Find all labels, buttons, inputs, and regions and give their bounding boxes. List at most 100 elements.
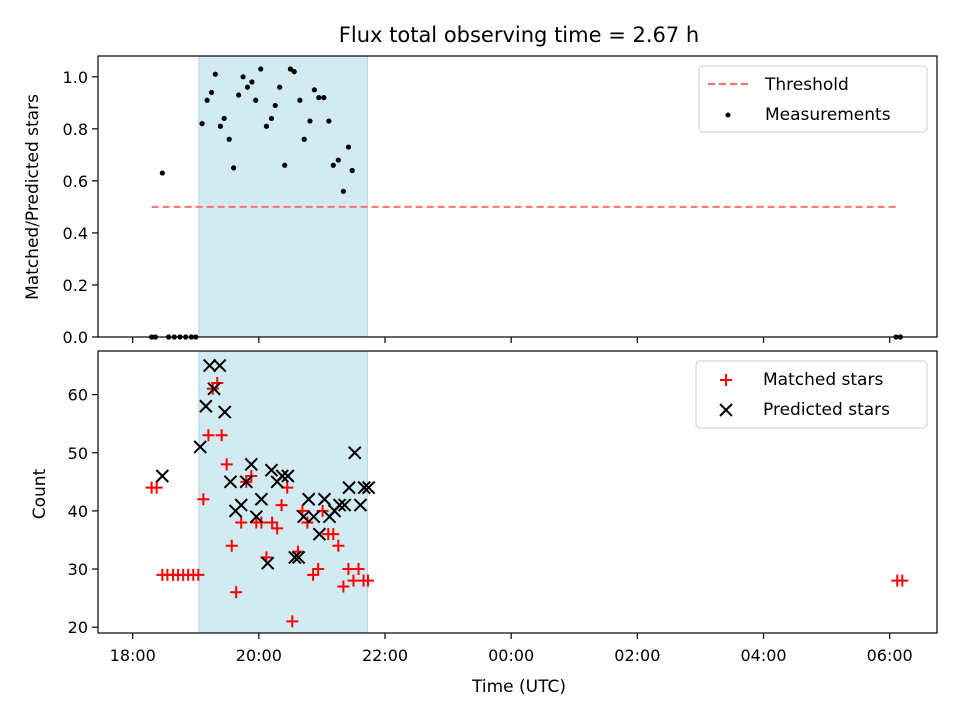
- matched-star-point: [342, 563, 355, 576]
- predicted-star-point: [307, 510, 321, 524]
- matched-star-point: [271, 522, 284, 535]
- predicted-star-point: [337, 498, 352, 512]
- predicted-star-point: [288, 550, 302, 565]
- top-y-tick-label: 0.6: [63, 172, 88, 191]
- predicted-star-point: [218, 405, 232, 419]
- measurement-point: [345, 144, 352, 150]
- matched-star-point: [347, 574, 360, 587]
- predicted-star-point: [234, 498, 248, 512]
- matched-legend-swatch: [720, 374, 732, 386]
- predicted-star-point: [244, 457, 258, 472]
- measurement-point: [311, 87, 317, 93]
- x-tick-label: 18:00: [110, 646, 156, 665]
- matched-legend-label: Matched stars: [763, 370, 883, 390]
- predicted-star-point: [312, 527, 327, 541]
- bottom-y-tick-label: 60: [68, 386, 88, 405]
- predicted-star-point: [264, 463, 279, 477]
- top-observing-span: [198, 55, 368, 338]
- predicted-star-point: [281, 469, 295, 483]
- measurement-point: [268, 115, 275, 122]
- matched-star-point: [266, 516, 279, 529]
- predicted-star-point: [239, 475, 253, 489]
- matched-star-point: [220, 458, 233, 471]
- measurement-point: [321, 95, 327, 101]
- measurement-point: [301, 136, 307, 142]
- bottom-legend: Matched stars Predicted stars: [695, 360, 928, 429]
- predicted-star-point: [202, 358, 217, 373]
- measurement-point: [249, 79, 255, 85]
- measurement-point: [297, 97, 303, 103]
- top-legend-box: [698, 65, 928, 133]
- predicted-star-point: [296, 510, 311, 524]
- measurement-point: [221, 115, 227, 122]
- predicted-star-point: [254, 492, 269, 506]
- predicted-star-point: [260, 556, 275, 570]
- x-tick-label: 22:00: [362, 646, 408, 665]
- predicted-star-point: [155, 469, 170, 483]
- threshold-legend-label: Threshold: [764, 75, 849, 95]
- bottom-y-axis-label: Count: [30, 468, 50, 519]
- x-tick-label: 06:00: [867, 646, 913, 665]
- x-axis-label: Time (UTC): [471, 677, 566, 697]
- predicted-star-point: [223, 475, 238, 489]
- predicted-star-point: [249, 510, 264, 524]
- measurement-point: [349, 167, 355, 174]
- measurement-point: [244, 84, 251, 90]
- measurement-point: [277, 84, 283, 90]
- matched-star-point: [307, 568, 320, 581]
- predicted-star-point: [348, 446, 362, 460]
- predicted-legend-swatch: [719, 403, 733, 417]
- matched-star-point: [150, 481, 163, 494]
- top-y-axis-label: Matched/Predicted stars: [23, 94, 43, 300]
- top-y-tick-label: 0.2: [63, 276, 88, 295]
- bottom-observing-span: [198, 350, 368, 634]
- measurement-point: [263, 123, 270, 129]
- measurement-point: [208, 89, 215, 96]
- measurement-point: [258, 66, 264, 72]
- predicted-star-point: [332, 498, 347, 512]
- predicted-star-point: [301, 492, 316, 506]
- predicted-star-point: [361, 480, 376, 495]
- matched-star-point: [896, 574, 909, 587]
- measurement-point: [204, 97, 210, 103]
- matched-star-point: [361, 574, 374, 587]
- measurement-point: [282, 162, 288, 168]
- measurement-point: [330, 162, 336, 168]
- matched-star-point: [327, 528, 340, 541]
- measurements-legend-label: Measurements: [765, 105, 891, 125]
- predicted-star-point: [199, 399, 213, 413]
- predicted-star-point: [353, 498, 368, 512]
- measurement-point: [236, 92, 242, 98]
- top-y-tick-label: 1.0: [63, 68, 88, 87]
- top-legend: Threshold Measurements: [698, 65, 928, 133]
- top-y-tick-label: 0.4: [63, 224, 88, 243]
- measurement-point: [199, 121, 205, 127]
- predicted-star-point: [213, 358, 227, 373]
- top-y-tick-label: 0.0: [63, 328, 88, 347]
- measurement-point: [217, 123, 223, 129]
- measurement-point: [287, 66, 294, 72]
- bottom-y-tick-label: 50: [68, 444, 88, 463]
- x-tick-label: 00:00: [488, 646, 534, 665]
- matched-star-point: [230, 586, 243, 599]
- matched-star-point: [192, 568, 205, 581]
- measurement-point: [226, 136, 232, 142]
- bottom-y-tick-label: 40: [68, 502, 88, 521]
- x-tick-label: 20:00: [236, 646, 282, 665]
- measurement-point: [272, 102, 278, 109]
- predicted-legend-label: Predicted stars: [763, 400, 890, 420]
- predicted-star-point: [342, 480, 356, 495]
- top-plot-frame: [97, 55, 938, 338]
- bottom-y-tick-label: 20: [68, 618, 88, 637]
- bottom-legend-box: [695, 360, 928, 429]
- matched-star-point: [312, 563, 325, 576]
- measurement-point: [307, 118, 313, 124]
- measurement-point: [212, 71, 218, 77]
- matched-star-point: [286, 615, 299, 628]
- measurement-point: [240, 74, 246, 80]
- bottom-plot-frame: [97, 350, 938, 634]
- measurement-point: [291, 69, 297, 75]
- matched-star-point: [202, 429, 215, 442]
